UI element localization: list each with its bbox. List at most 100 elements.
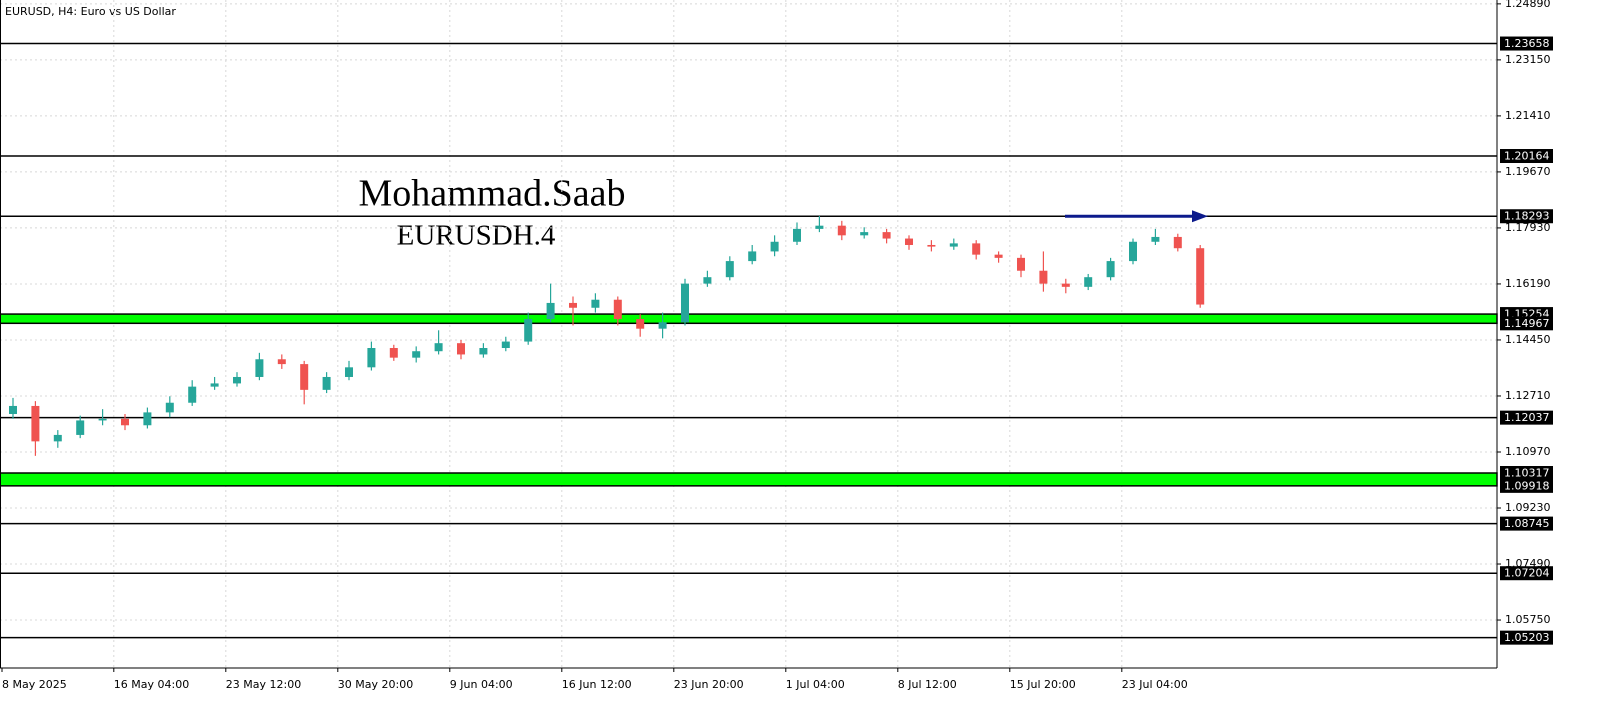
zone-box	[1500, 466, 1553, 481]
level-box	[1500, 410, 1553, 425]
level-box	[1500, 566, 1553, 581]
y-tick-label: 1.17930	[1505, 221, 1551, 234]
candle-body	[658, 322, 667, 329]
candle-body	[770, 241, 779, 252]
level-label: 1.08745	[1504, 517, 1550, 530]
x-tick-label: 23 Jun 20:00	[674, 678, 744, 691]
candle-body	[882, 232, 891, 239]
candle-body	[949, 243, 958, 247]
zone-label: 1.14967	[1504, 317, 1550, 330]
zone-label: 1.10317	[1504, 467, 1550, 480]
candle-body	[98, 418, 107, 421]
candle-body	[277, 359, 286, 365]
level-box	[1500, 149, 1553, 164]
candle-body	[1129, 241, 1137, 262]
zone-box	[1500, 478, 1553, 493]
candle-body	[927, 244, 936, 247]
level-label: 1.20164	[1504, 150, 1550, 163]
candle-body	[972, 243, 981, 255]
arrow-head	[1192, 210, 1208, 223]
candle-body	[53, 434, 62, 442]
y-tick-label: 1.09230	[1505, 501, 1551, 514]
x-tick-label: 30 May 20:00	[338, 678, 413, 691]
candle-body	[1061, 283, 1070, 287]
candle-body	[412, 351, 421, 358]
x-tick-label: 8 May 2025	[2, 678, 67, 691]
chart-subtitle: EURUSDH.4	[397, 220, 556, 252]
x-tick-label: 1 Jul 04:00	[786, 678, 845, 691]
candle-body	[905, 238, 913, 245]
candle-body	[793, 228, 801, 242]
candle-body	[524, 319, 533, 342]
candle-body	[322, 376, 331, 390]
level-label: 1.12037	[1504, 411, 1550, 424]
candle-body	[255, 359, 264, 377]
y-tick-label: 1.12710	[1505, 389, 1551, 402]
level-label: 1.07204	[1504, 567, 1550, 580]
zone	[0, 472, 1498, 487]
candle-body	[837, 225, 846, 236]
chart-title: Mohammad.Saab	[358, 173, 625, 215]
candle-body	[479, 348, 488, 355]
candle-body	[703, 277, 712, 284]
x-tick-label: 15 Jul 20:00	[1010, 678, 1076, 691]
candle-body	[121, 418, 129, 426]
candle-body	[165, 402, 174, 413]
candle-body	[815, 225, 824, 229]
y-tick-label: 1.14450	[1505, 333, 1551, 346]
x-tick-label: 9 Jun 04:00	[450, 678, 513, 691]
candle-body	[1173, 236, 1182, 249]
candle-body	[1151, 236, 1160, 242]
candle-body	[501, 341, 510, 349]
candle-body	[457, 343, 465, 355]
y-tick-label: 1.05750	[1505, 613, 1551, 626]
y-tick-label: 1.24890	[1505, 0, 1551, 10]
candle-body	[143, 412, 152, 426]
x-tick-label: 16 Jun 12:00	[562, 678, 632, 691]
zone	[0, 313, 1498, 325]
candle-body	[994, 254, 1003, 258]
zone-box	[1500, 316, 1553, 331]
level-box	[1500, 36, 1553, 51]
candle-body	[613, 299, 622, 320]
candle-body	[1039, 270, 1048, 284]
candle-body	[300, 364, 309, 390]
candle-body	[1084, 277, 1093, 287]
candle-body	[76, 420, 85, 435]
x-tick-label: 16 May 04:00	[114, 678, 189, 691]
y-tick-label: 1.19670	[1505, 165, 1551, 178]
candle-body	[546, 302, 555, 320]
candle-body	[210, 383, 219, 387]
candle-body	[1106, 261, 1115, 278]
candle-body	[31, 405, 40, 442]
candle-body	[860, 232, 869, 236]
y-tick-label: 1.21410	[1505, 109, 1551, 122]
candle-body	[9, 405, 17, 414]
candle-body	[188, 386, 197, 403]
x-tick-label: 23 May 12:00	[226, 678, 301, 691]
level-label: 1.18293	[1504, 210, 1550, 223]
candle-body	[345, 367, 353, 377]
y-tick-label: 1.10970	[1505, 445, 1551, 458]
y-tick-label: 1.23150	[1505, 53, 1551, 66]
zone-label: 1.09918	[1504, 479, 1550, 492]
level-label: 1.23658	[1504, 37, 1550, 50]
candle-body	[591, 299, 600, 308]
level-box	[1500, 516, 1553, 531]
x-tick-label: 23 Jul 04:00	[1122, 678, 1188, 691]
header: EURUSD, H4: Euro vs US Dollar	[5, 5, 176, 18]
candle-body	[389, 348, 398, 358]
candle-body	[434, 343, 443, 352]
candle-body	[1017, 257, 1025, 271]
candle-body	[1196, 248, 1205, 305]
candle-body	[569, 302, 577, 308]
candle-body	[367, 348, 376, 368]
y-tick-label: 1.16190	[1505, 277, 1551, 290]
candle-body	[233, 376, 241, 384]
candle-body	[636, 319, 645, 329]
x-tick-label: 8 Jul 12:00	[898, 678, 957, 691]
candle-body	[725, 261, 734, 278]
